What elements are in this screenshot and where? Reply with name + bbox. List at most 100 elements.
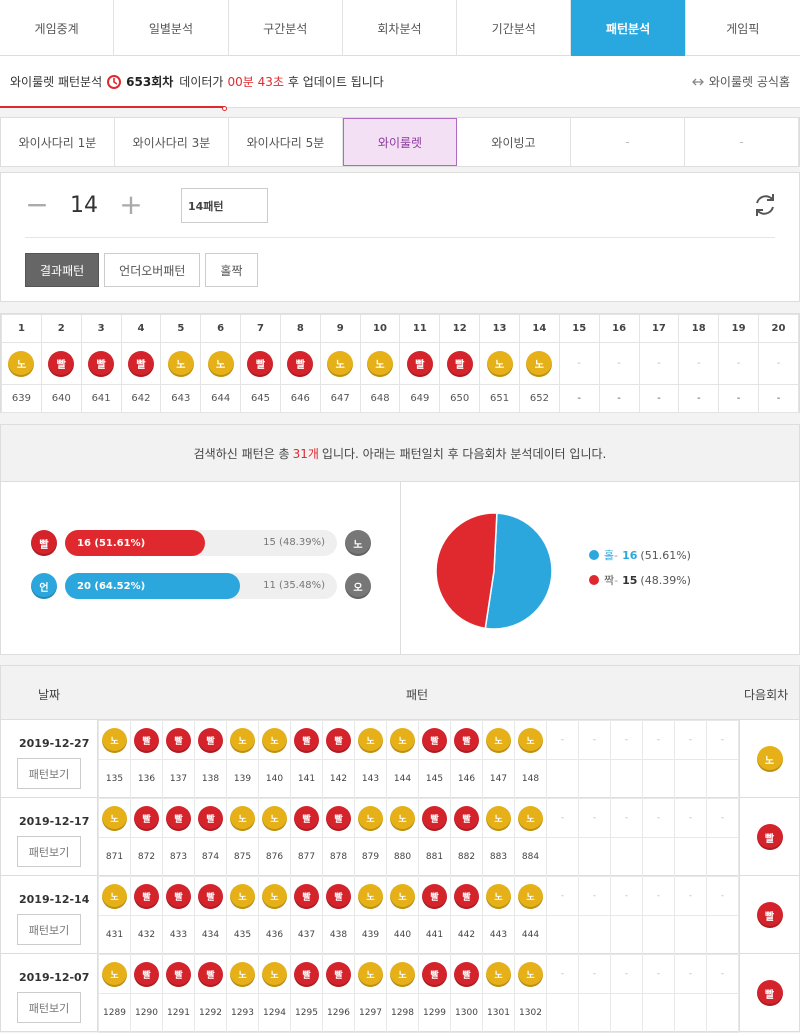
tab-5[interactable]: 패턴분석 xyxy=(571,0,686,56)
game-tab-1[interactable]: 와이사다리 3분 xyxy=(115,118,229,166)
history-round-cell: 437 xyxy=(290,915,323,955)
result-ball: 빨 xyxy=(166,727,191,753)
empty-mark: - xyxy=(617,358,621,369)
history-ball-cell: 노 xyxy=(514,876,547,916)
empty-mark: - xyxy=(656,813,661,823)
history-round-cell: 140 xyxy=(258,759,291,799)
empty-mark: - xyxy=(592,969,597,979)
empty-mark: - xyxy=(720,735,725,745)
grid-round-cell: - xyxy=(678,384,720,413)
refresh-icon[interactable] xyxy=(751,191,779,219)
history-round-cell: 1299 xyxy=(418,993,451,1033)
history-round-cell: 883 xyxy=(482,837,515,877)
game-tab-4[interactable]: 와이빙고 xyxy=(457,118,571,166)
grid-round-cell: - xyxy=(758,384,799,413)
history-round-cell: 148 xyxy=(514,759,547,799)
link-icon xyxy=(691,78,704,86)
grid-col-header: 7 xyxy=(240,314,281,343)
history-ball-cell: - xyxy=(610,720,643,760)
history-ball-cell: - xyxy=(706,876,739,916)
history-round-cell: 439 xyxy=(354,915,387,955)
history-ball-cell: 빨 xyxy=(130,720,163,760)
view-pattern-button[interactable]: 패턴보기 xyxy=(17,836,81,867)
history-round-cell xyxy=(546,915,579,955)
empty-mark: - xyxy=(720,813,725,823)
result-ball: 빨 xyxy=(446,350,473,377)
game-tab-3[interactable]: 와이룰렛 xyxy=(343,118,457,166)
history-ball-cell: 빨 xyxy=(162,798,195,838)
next-round-cell: 노 xyxy=(739,720,799,798)
history-round-cell: 873 xyxy=(162,837,195,877)
ratio-left-ball: 빨 xyxy=(31,530,57,556)
header-date: 날짜 xyxy=(38,688,61,702)
pattern-select[interactable]: 14패턴 xyxy=(181,188,268,223)
history-ball-cell: 노 xyxy=(482,876,515,916)
grid-round-cell: 644 xyxy=(200,384,242,413)
history-round-cell: 435 xyxy=(226,915,259,955)
history-ball-cell: 노 xyxy=(514,720,547,760)
empty-mark: - xyxy=(624,969,629,979)
history-ball-cell: - xyxy=(706,954,739,994)
tab-0[interactable]: 게임중계 xyxy=(0,0,115,56)
grid-ball-cell: 노 xyxy=(1,342,42,385)
tab-2[interactable]: 구간분석 xyxy=(229,0,343,56)
tab-1[interactable]: 일별분석 xyxy=(114,0,229,56)
grid-ball-cell: 빨 xyxy=(279,342,321,385)
history-ball-cell: 노 xyxy=(514,798,547,838)
history-ball-cell: 빨 xyxy=(322,954,355,994)
view-pattern-button[interactable]: 패턴보기 xyxy=(17,758,81,789)
increment-button[interactable]: + xyxy=(119,188,143,221)
decrement-button[interactable]: − xyxy=(25,188,49,221)
history-table: 날짜 패턴 다음회차 2019-12-27 패턴보기 노 빨 빨 빨 노 노 빨 빨 노 노 빨 빨 노 노 -… xyxy=(0,665,800,1033)
grid-round-cell: 641 xyxy=(80,384,122,413)
grid-col-header: 9 xyxy=(319,314,361,343)
history-round-cell: 143 xyxy=(354,759,387,799)
history-round-cell: 882 xyxy=(450,837,483,877)
history-round-cell: 144 xyxy=(386,759,419,799)
history-round-cell: 884 xyxy=(514,837,547,877)
next-round-cell: 빨 xyxy=(739,798,799,876)
history-round-cell: 875 xyxy=(226,837,259,877)
history-ball-cell: 빨 xyxy=(194,954,227,994)
result-ball: 노 xyxy=(327,350,354,377)
game-tab-0[interactable]: 와이사다리 1분 xyxy=(1,118,115,166)
history-pattern-cells: 노 빨 빨 빨 노 노 빨 빨 노 노 빨 빨 노 노 - - - - - -1289 1290 1291 1292 1293… xyxy=(98,954,739,1033)
grid-col-header: 10 xyxy=(359,314,401,343)
official-home-link[interactable]: 와이룰렛 공식홈 xyxy=(691,73,790,90)
grid-col-header: 11 xyxy=(399,314,441,343)
result-ball: 노 xyxy=(358,961,383,987)
history-round-cell: 877 xyxy=(290,837,323,877)
tab-4[interactable]: 기간분석 xyxy=(457,0,572,56)
grid-round-cell: 650 xyxy=(439,384,481,413)
history-ball-cell: 노 xyxy=(226,720,259,760)
filter-button-2[interactable]: 홀짝 xyxy=(205,253,258,287)
game-tab-6: - xyxy=(685,118,799,166)
view-pattern-button[interactable]: 패턴보기 xyxy=(17,914,81,945)
grid-ball-cell: 노 xyxy=(160,342,202,385)
grid-col-header: 13 xyxy=(479,314,520,343)
filter-button-0[interactable]: 결과패턴 xyxy=(25,253,100,287)
empty-mark: - xyxy=(592,735,597,745)
filter-button-1[interactable]: 언더오버패턴 xyxy=(104,253,201,287)
game-tab-2[interactable]: 와이사다리 5분 xyxy=(229,118,343,166)
history-row: 2019-12-14 패턴보기 노 빨 빨 빨 노 노 빨 빨 노 노 빨 빨 노 노 - - - - - -431 432… xyxy=(1,876,799,955)
tab-6[interactable]: 게임픽 xyxy=(726,21,760,36)
grid-col-header: 8 xyxy=(279,314,321,343)
grid-ball-cell: 빨 xyxy=(120,342,162,385)
result-ball: 빨 xyxy=(294,805,319,831)
history-round-cell xyxy=(546,837,579,877)
history-round-cell: 1302 xyxy=(514,993,547,1033)
tab-3[interactable]: 회차분석 xyxy=(343,0,458,56)
grid-col-header: 15 xyxy=(558,314,600,343)
history-round-cell: 438 xyxy=(322,915,355,955)
divider xyxy=(25,237,775,238)
result-ball: 노 xyxy=(207,350,234,377)
history-round-row: 871 872 873 874 875 876 877 878 879 880 881 882 883 8… xyxy=(98,837,739,877)
history-ball-cell: - xyxy=(578,720,611,760)
history-round-cell: 880 xyxy=(386,837,419,877)
result-ball: 빨 xyxy=(166,805,191,831)
result-ball: 빨 xyxy=(294,727,319,753)
view-pattern-button[interactable]: 패턴보기 xyxy=(17,992,81,1023)
pattern-stepper: − 14 + xyxy=(25,190,143,220)
result-ball: 빨 xyxy=(422,805,447,831)
